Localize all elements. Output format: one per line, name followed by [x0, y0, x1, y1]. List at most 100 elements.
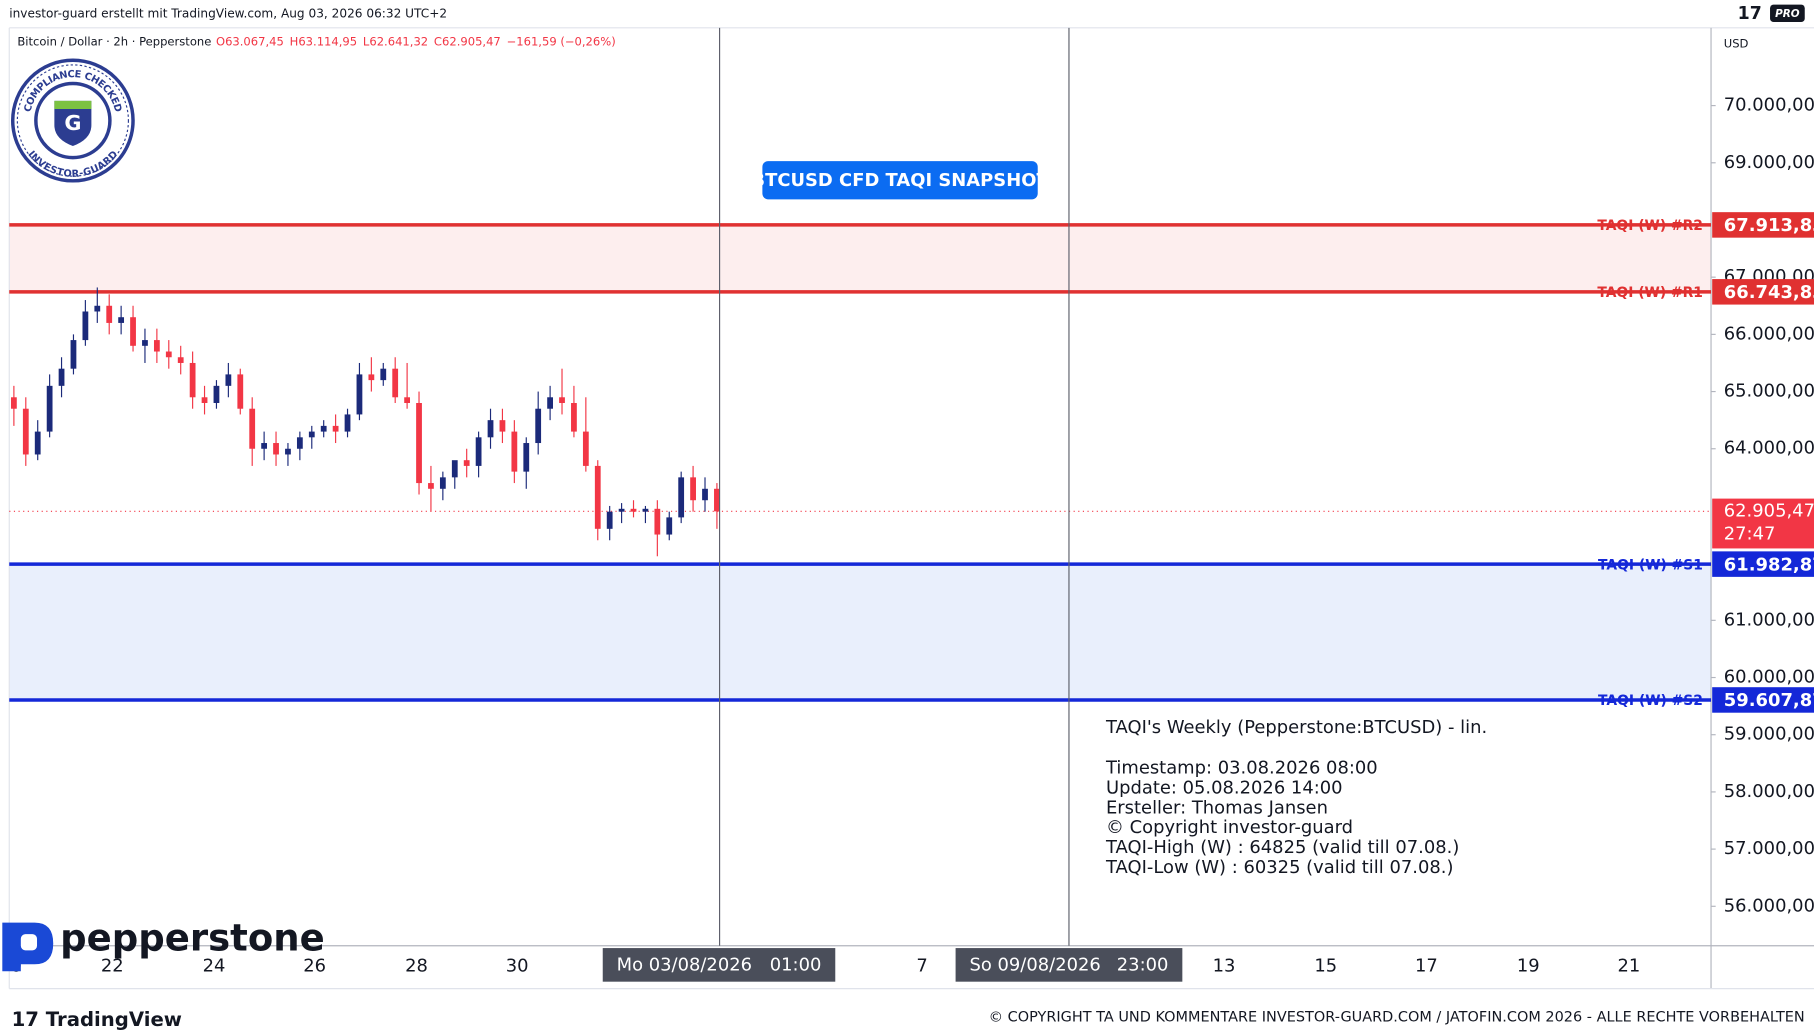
- seal-letter: G: [64, 111, 81, 135]
- candle-body: [201, 397, 208, 403]
- candle-body: [237, 374, 244, 409]
- candle-body: [296, 437, 303, 449]
- candle-body: [320, 425, 327, 432]
- last-price-box: [1712, 498, 1814, 549]
- y-tick-label: 69.000,00: [1724, 152, 1814, 173]
- candle-body: [10, 397, 17, 409]
- zones: [9, 224, 1712, 700]
- candle-body: [392, 368, 399, 398]
- candle-body: [630, 508, 637, 512]
- candle-body: [142, 340, 148, 346]
- candle-body: [702, 488, 708, 501]
- candle-body: [606, 511, 613, 529]
- note-line: TAQI-High (W) : 64825 (valid till 07.08.…: [1105, 837, 1459, 858]
- zone: [9, 224, 1712, 292]
- seal-ring: [16, 64, 129, 177]
- pepperstone-mark-hole: [20, 934, 38, 951]
- candle-body: [559, 397, 565, 403]
- crosshair-date: Mo 03/08/2026: [617, 954, 752, 975]
- note-line: TAQI-Low (W) : 60325 (valid till 07.08.): [1105, 857, 1453, 878]
- snapshot-badge: [762, 161, 1038, 200]
- candle-body: [487, 420, 494, 438]
- level-price-box: [1712, 212, 1814, 238]
- candle-body: [82, 311, 89, 341]
- candle-body: [106, 305, 113, 323]
- x-tick-label: 15: [1314, 956, 1337, 977]
- candle-body: [535, 408, 542, 444]
- tv-mark: 17: [1738, 4, 1762, 24]
- y-tick-label: 70.000,00: [1724, 95, 1814, 116]
- ohlc-value: C62.905,47: [434, 34, 501, 48]
- candle-body: [451, 460, 458, 478]
- candle-body: [475, 437, 482, 466]
- candle-body: [690, 477, 696, 501]
- price-ticks: 70.000,0069.000,0067.000,0066.000,0065.0…: [1711, 95, 1814, 916]
- candles: [10, 287, 720, 557]
- candle-body: [46, 385, 53, 432]
- y-tick-label: 60.000,00: [1724, 667, 1814, 688]
- x-tick-label: 21: [1617, 956, 1640, 977]
- zone: [9, 564, 1712, 700]
- candle-body: [356, 374, 363, 415]
- candle-body: [70, 340, 77, 369]
- crosshair-box: [955, 948, 1183, 982]
- level-name: TAQI (W) #S1: [1598, 557, 1703, 573]
- candle-body: [594, 465, 601, 529]
- candle-body: [332, 425, 339, 432]
- level-price-box: [1712, 551, 1814, 577]
- level-price: 61.982,87: [1724, 554, 1814, 575]
- candle-body: [177, 357, 184, 363]
- y-tick-label: 57.000,00: [1724, 838, 1814, 859]
- candle-body: [273, 443, 279, 455]
- x-tick-label: 13: [1213, 956, 1236, 977]
- y-tick-label: 64.000,00: [1724, 438, 1814, 459]
- candle-body: [714, 488, 720, 512]
- candle-body: [261, 443, 268, 449]
- candle-body: [618, 508, 625, 512]
- y-tick-label: 65.000,00: [1724, 381, 1814, 402]
- candle-body: [285, 448, 291, 455]
- crosshair-time: 23:00: [1117, 954, 1169, 975]
- note-line: Ersteller: Thomas Jansen: [1106, 797, 1328, 818]
- candle-body: [94, 305, 101, 312]
- x-tick-label: 17: [1415, 956, 1438, 977]
- candle-body: [678, 477, 685, 518]
- candle-body: [249, 408, 256, 449]
- candle-body: [511, 431, 518, 472]
- pepperstone-logo: pepperstone: [2, 916, 325, 972]
- level-name: TAQI (W) #S2: [1598, 693, 1703, 709]
- note: TAQI's Weekly (Pepperstone:BTCUSD) - lin…: [1105, 717, 1487, 878]
- compliance-seal: COMPLIANCE CHECKED INVESTOR-GUARD G: [10, 58, 135, 183]
- pepperstone-text: pepperstone: [60, 916, 325, 959]
- x-tick-label: 30: [506, 956, 529, 977]
- candle-body: [523, 443, 530, 472]
- candle-body: [368, 374, 375, 381]
- crosshairs: Mo 03/08/2026 01:00 So 09/08/2026 23:00: [602, 27, 1183, 982]
- candle-body: [58, 368, 65, 386]
- x-tick-label: 26: [303, 956, 326, 977]
- candle-body: [189, 362, 196, 398]
- candle-body: [416, 402, 422, 484]
- candle-body: [22, 408, 29, 455]
- pro-text: PRO: [1775, 8, 1800, 20]
- candle-body: [499, 420, 506, 432]
- tradingview-text: TradingView: [46, 1007, 182, 1030]
- byline: investor-guard erstellt mit TradingView.…: [9, 6, 447, 20]
- y-tick-label: 61.000,00: [1724, 609, 1814, 630]
- level-price: 59.607,87: [1724, 690, 1814, 711]
- snapshot-badge-text: BTCUSD CFD TAQI SNAPSHOT: [751, 170, 1049, 191]
- level-price-box: [1712, 687, 1814, 713]
- candle-body: [654, 508, 661, 535]
- candle-body: [118, 317, 125, 323]
- ohlc-value: H63.114,95: [290, 34, 357, 48]
- tradingview-logo: 17 TradingView: [12, 1007, 182, 1030]
- crosshair-date: So 09/08/2026: [969, 954, 1100, 975]
- pro-box: [1770, 4, 1805, 23]
- ohlc-value: O63.067,45: [216, 34, 284, 48]
- candle-body: [308, 431, 315, 438]
- last-price-label: 62.905,47: [1724, 500, 1814, 521]
- ohlc-value: −161,59 (−0,26%): [507, 34, 616, 48]
- footer-copyright: © COPYRIGHT TA UND KOMMENTARE INVESTOR-G…: [989, 1010, 1805, 1026]
